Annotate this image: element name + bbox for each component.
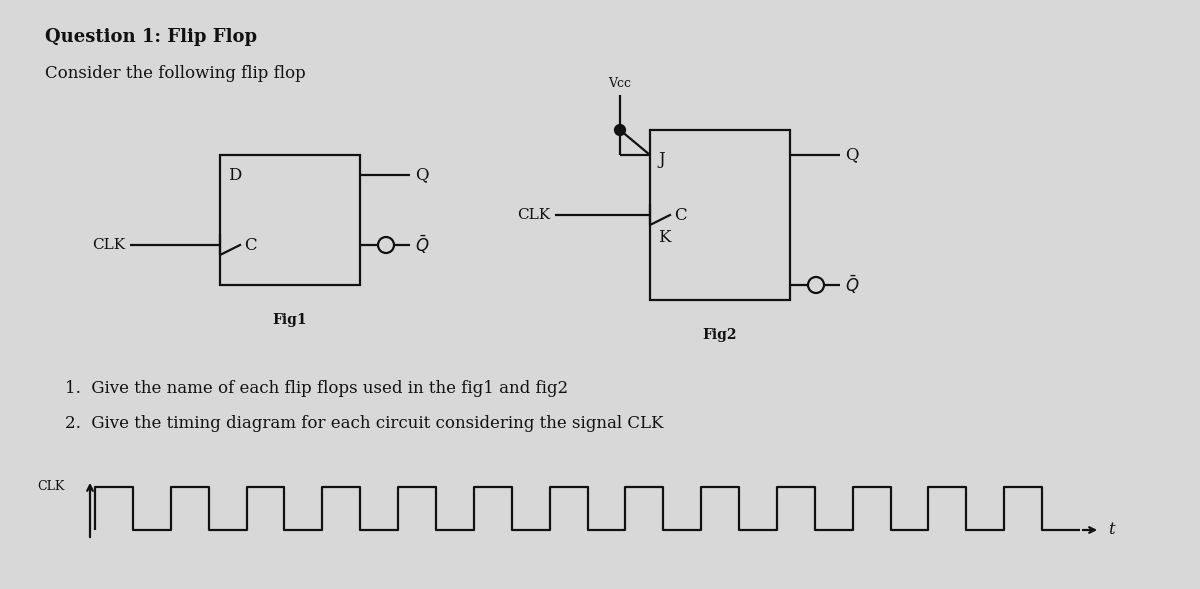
Text: 1.  Give the name of each flip flops used in the fig1 and fig2: 1. Give the name of each flip flops used… <box>65 380 568 397</box>
Text: CLK: CLK <box>92 238 125 252</box>
Text: C: C <box>244 237 257 253</box>
Text: CLK: CLK <box>37 481 65 494</box>
Circle shape <box>616 125 625 135</box>
Text: K: K <box>658 230 671 247</box>
Text: Question 1: Flip Flop: Question 1: Flip Flop <box>46 28 257 46</box>
Text: D: D <box>228 167 241 184</box>
Bar <box>650 130 790 300</box>
Text: CLK: CLK <box>517 208 550 222</box>
Text: Q: Q <box>845 147 858 164</box>
Text: $\bar{Q}$: $\bar{Q}$ <box>845 274 859 296</box>
Text: Q: Q <box>415 167 428 184</box>
Text: Vcc: Vcc <box>608 77 631 90</box>
Text: Fig1: Fig1 <box>272 313 307 327</box>
Text: 2.  Give the timing diagram for each circuit considering the signal CLK: 2. Give the timing diagram for each circ… <box>65 415 664 432</box>
Text: J: J <box>658 151 665 168</box>
Text: C: C <box>674 207 686 223</box>
Text: t: t <box>1108 521 1115 538</box>
Bar <box>220 155 360 285</box>
Text: Fig2: Fig2 <box>703 328 737 342</box>
Text: $\bar{Q}$: $\bar{Q}$ <box>415 234 430 256</box>
Text: Consider the following flip flop: Consider the following flip flop <box>46 65 306 82</box>
